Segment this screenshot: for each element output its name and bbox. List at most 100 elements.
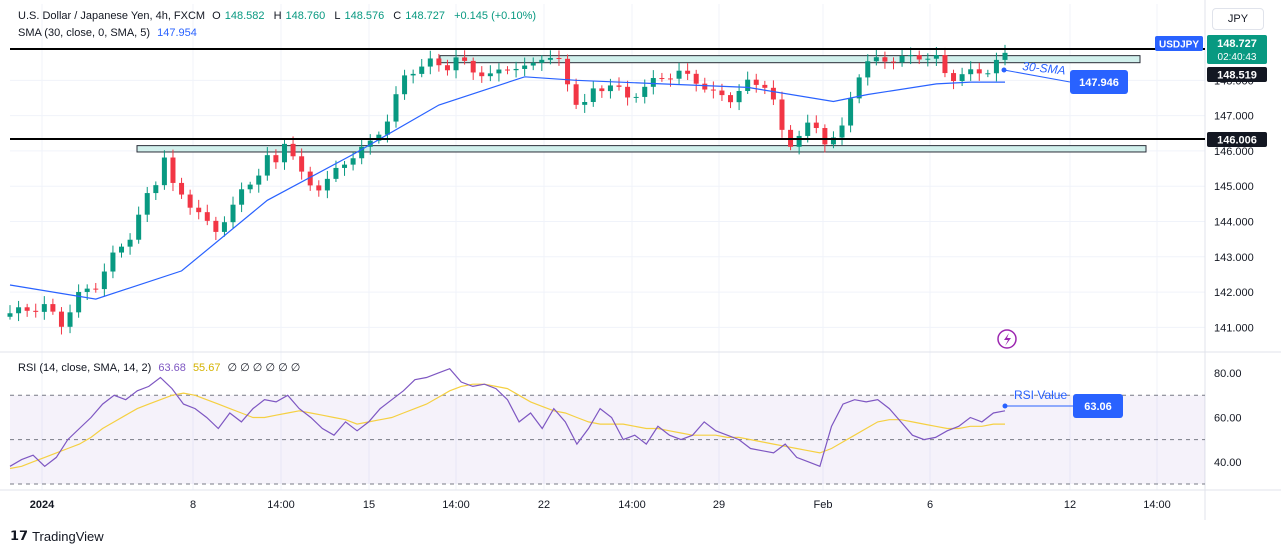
candle-up [530,62,536,66]
time-tick-label: 14:00 [267,499,295,511]
symbol-badge-bg [1155,36,1203,51]
countdown-badge: 02:40:43 [1218,52,1257,63]
sma-legend: SMA (30, close, 0, SMA, 5) 147.954 [18,27,201,39]
candle-up [376,134,382,141]
candle-up [16,307,22,314]
candle-up [41,304,47,312]
open-label: O [212,10,221,22]
candle-up [848,98,854,126]
candle-up [676,70,682,79]
time-tick-label: 22 [538,499,550,511]
close-label: C [393,10,402,22]
candle-up [650,78,656,87]
candle-down [719,90,725,96]
brand-name: TradingView [32,528,104,544]
candle-up [101,271,107,290]
candle-up [76,291,82,313]
candle-up [7,313,13,317]
candle-up [539,59,545,63]
time-axis[interactable]: 2024 8 14:00 15 14:00 22 14:00 29 Feb 6 12 14:00 [30,499,1171,511]
candle-up [899,55,905,63]
candle-up [153,185,159,194]
candle-down [33,310,39,312]
tradingview-logo[interactable]: 𝟭𝟳 TradingView [10,528,104,544]
candle-up [359,146,365,159]
price-axis[interactable]: 141.000 142.000 143.000 144.000 145.000 146.0… [1155,35,1267,469]
candle-up [119,246,125,253]
candle-up [136,214,142,240]
high-label: H [273,10,282,22]
candle-down [710,89,716,91]
candle-down [196,207,202,213]
rsi-line [9,367,1006,468]
candle-up [968,69,974,75]
candles [7,44,1008,335]
candle-up [745,79,751,91]
price-tick-label: 147.000 [1214,111,1254,123]
candle-down [942,55,948,74]
prev-price-badge-bg [1207,67,1267,82]
sma-annotation-label: 30-SMA [1022,59,1067,77]
candle-down [170,157,176,183]
price-tick-label: 144.000 [1214,216,1254,228]
candle-up [350,158,356,165]
candle-up [856,77,862,99]
candle-up [67,312,73,327]
candle-up [384,121,390,135]
candle-down [93,288,99,290]
candle-down [213,220,219,232]
candle-down [702,83,708,90]
candle-up [633,96,639,98]
low-value: 148.576 [344,10,385,22]
rsi-callout: 63.06 [1084,401,1112,413]
prev-price-badge: 148.519 [1217,70,1257,82]
time-tick-label: 12 [1064,499,1076,511]
candle-down [616,85,622,87]
candle-down [505,69,510,71]
price-tick-label: 141.000 [1214,322,1254,334]
candle-down [659,78,665,80]
candle-down [882,57,888,62]
candle-up [264,155,270,176]
candle-down [565,58,571,85]
annotations: 30-SMA 147.946 RSI Value 63.06 [997,59,1128,418]
candle-down [436,58,442,66]
candle-down [770,87,776,100]
open-value: 148.582 [224,10,265,22]
horizontal-levels[interactable] [10,48,1205,140]
candle-up [110,252,116,272]
candle-up [993,59,999,74]
candle-up [342,164,348,168]
candle-up [487,73,493,77]
time-tick-label: 14:00 [442,499,470,511]
candle-up [985,73,991,75]
sma-price-callout-bg [1070,70,1128,94]
candle-down [779,99,785,130]
candle-down [187,194,193,208]
rsi-pane [9,367,1205,485]
candle-down [951,73,957,82]
rsi-tick-label: 80.00 [1214,368,1242,380]
lightning-icon [997,329,1017,349]
candle-up [333,167,339,179]
price-tick-label: 143.000 [1214,252,1254,264]
candle-up [642,86,648,97]
candle-down [316,185,322,191]
candle-up [281,143,287,163]
candle-down [753,79,759,85]
candle-down [299,156,305,172]
sma-30-line [9,76,1005,300]
close-value: 148.727 [405,10,446,22]
currency-button[interactable]: JPY [1212,8,1264,30]
candle-up [239,189,245,205]
price-tick-label: 145.000 [1214,181,1254,193]
support-price-badge: 146.006 [1217,135,1257,147]
sma-price-callout: 147.946 [1079,77,1119,89]
candle-up [547,57,553,60]
rsi-tick-label: 40.00 [1214,457,1242,469]
rsi-label: RSI (14, close, SMA, 14, 2) [18,362,152,374]
rsi-callout-bg [1073,394,1123,418]
time-tick-label: Feb [814,499,833,511]
sr-zone [136,145,1147,153]
